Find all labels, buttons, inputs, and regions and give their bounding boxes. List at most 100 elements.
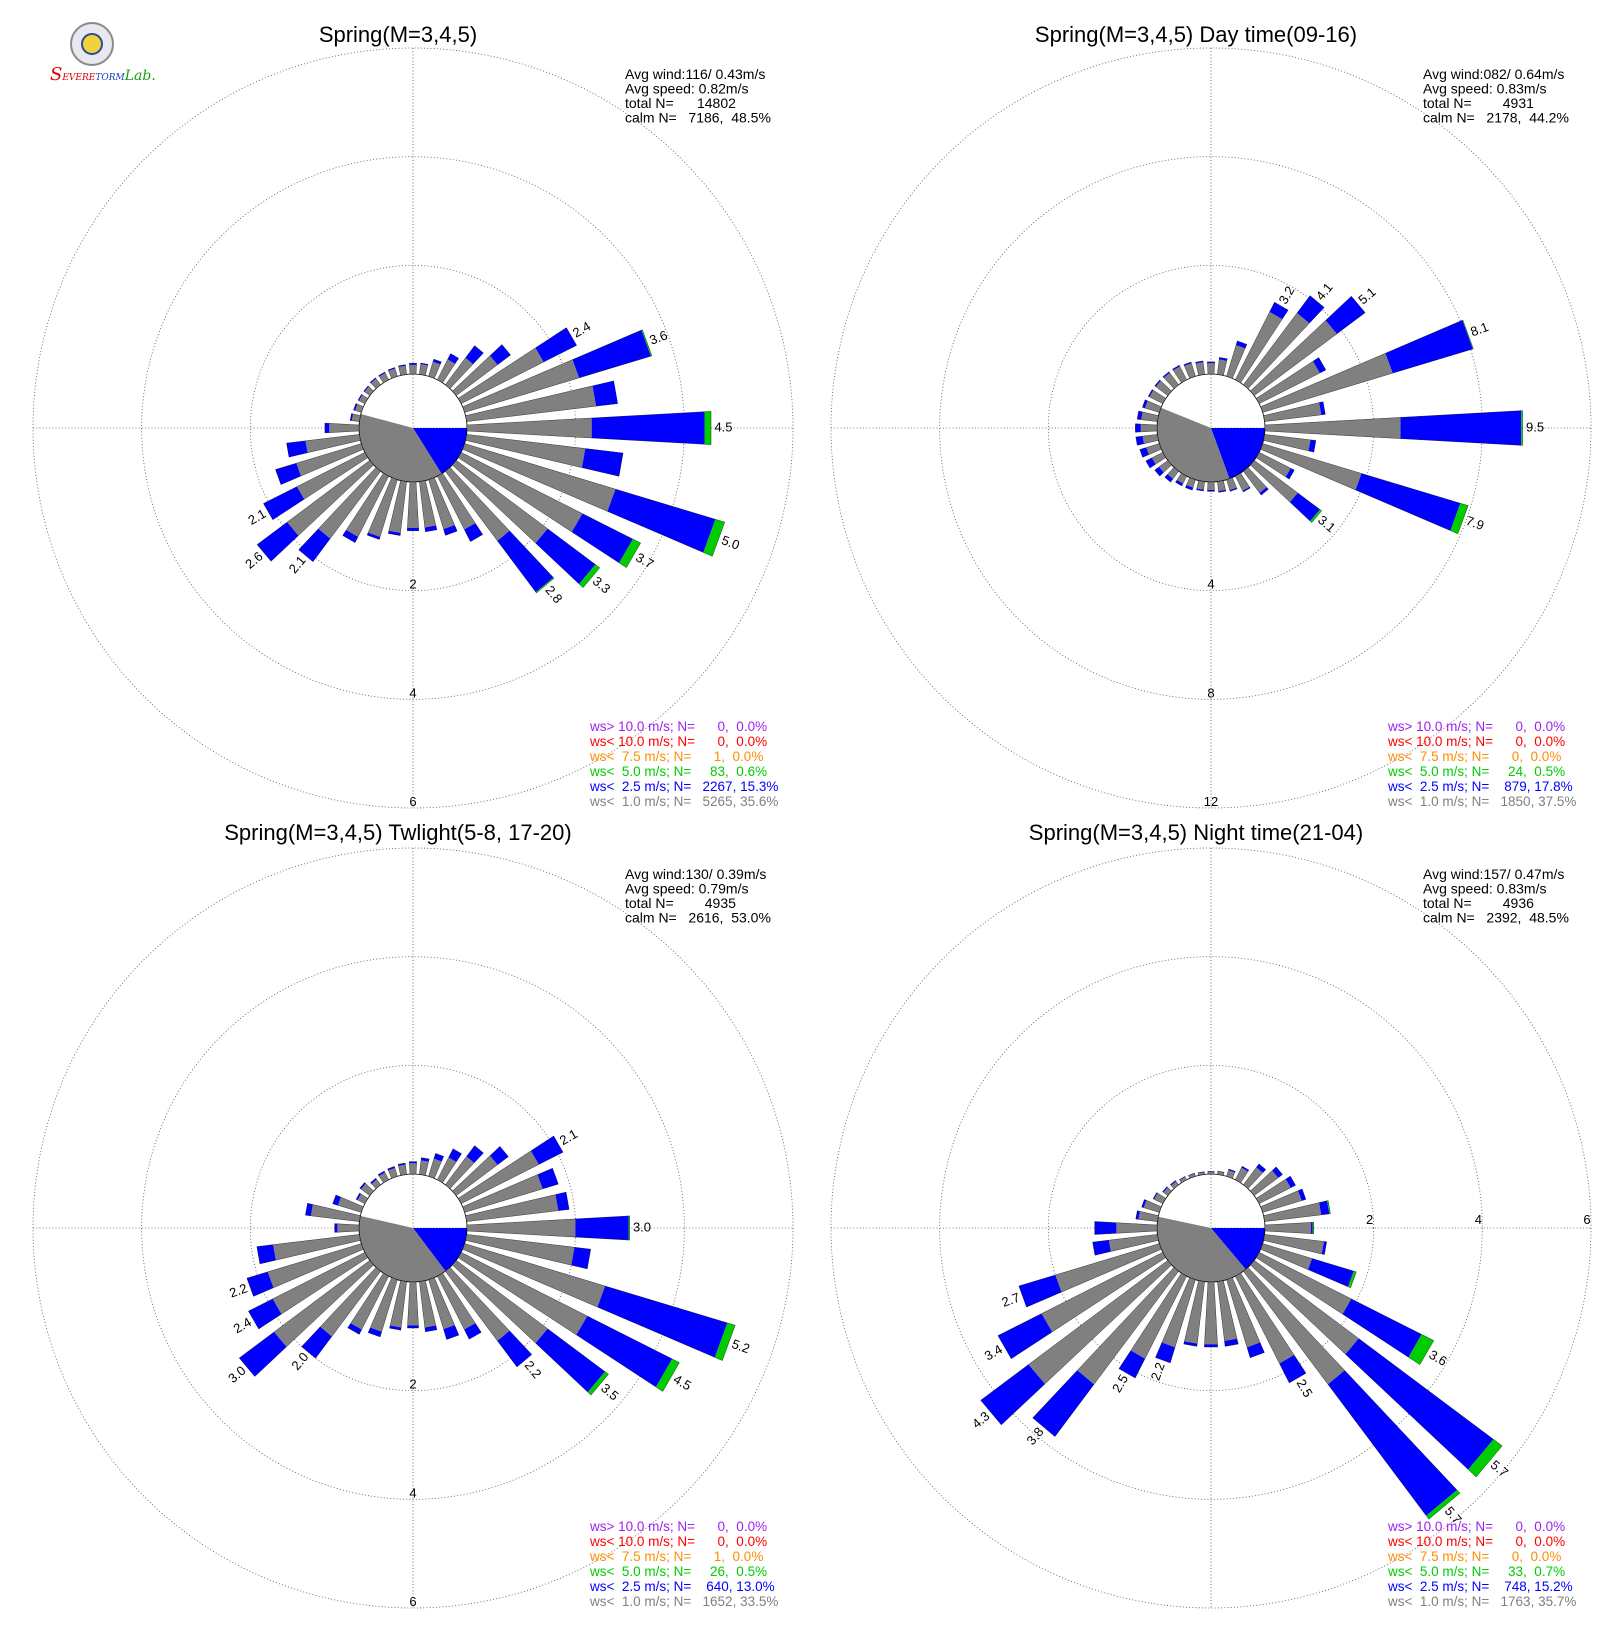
- bar-label-120: 3.6: [1427, 1347, 1450, 1369]
- bar-outline-180: [407, 1281, 419, 1329]
- bar-segment-180: [407, 528, 419, 531]
- bar-outline-200: [1155, 1277, 1196, 1364]
- bar-segment-330: [1173, 366, 1187, 383]
- bar-segment-130: [535, 528, 596, 584]
- bar-outline-320: [369, 377, 381, 389]
- bar-segment-160: [428, 477, 455, 530]
- bar-segment-50: [1272, 1166, 1283, 1178]
- stat-line: calm N= 2178, 44.2%: [1423, 110, 1569, 126]
- bar-outline-130: [452, 1260, 609, 1396]
- bar-segment-50: [489, 1146, 509, 1165]
- bar-segment-330: [1179, 1176, 1186, 1181]
- bar-outline-150: [1235, 472, 1251, 493]
- bar-outline-210: [1175, 472, 1187, 487]
- bar-segment-160: [428, 1277, 455, 1330]
- bar-segment-280: [310, 1204, 361, 1222]
- bar-segment-220: [1077, 1267, 1179, 1385]
- bar-segment-310: [361, 1183, 374, 1196]
- bar-segment-20: [433, 1153, 444, 1162]
- bar-segment-320: [370, 1178, 377, 1184]
- bar-outline-0: [1207, 1171, 1215, 1175]
- bar-outline-120: [1255, 1252, 1435, 1365]
- bar-segment-0: [1207, 1171, 1215, 1175]
- bar-segment-160: [1226, 1277, 1261, 1348]
- bar-outline-100: [1263, 434, 1317, 453]
- bar-outline-90: [1264, 410, 1523, 446]
- bar-segment-70: [1260, 1190, 1302, 1213]
- bar-outline-300: [355, 1192, 369, 1204]
- bar-outline-310: [1154, 379, 1172, 396]
- legend-entry: ws< 7.5 m/s; N= 1, 0.0%: [589, 749, 763, 764]
- bar-segment-260: [286, 440, 308, 458]
- ring-label: 2: [409, 1377, 416, 1392]
- bar-outline-30: [1235, 301, 1289, 384]
- bar-segment-50: [1250, 1170, 1279, 1196]
- bar-segment-10: [1217, 359, 1227, 376]
- bar-segment-0: [1207, 361, 1215, 364]
- calm-wedge: [359, 414, 442, 482]
- bar-segment-340: [1184, 363, 1196, 379]
- bar-label-220: 2.1: [286, 553, 309, 576]
- bar-outline-270: [1135, 423, 1158, 433]
- bar-segment-230: [1028, 1260, 1172, 1384]
- bar-segment-280: [350, 413, 354, 421]
- bar-outline-60: [457, 327, 577, 404]
- legend-entry: ws< 10.0 m/s; N= 0, 0.0%: [589, 734, 767, 749]
- bar-segment-240: [296, 452, 368, 500]
- stat-line: Avg wind:116/ 0.43m/s: [625, 66, 765, 82]
- legend-entry: ws< 1.0 m/s; N= 5265, 35.6%: [589, 794, 778, 809]
- bar-segment-60: [1285, 1176, 1296, 1188]
- bar-segment-60: [1313, 357, 1326, 374]
- bar-segment-50: [1250, 320, 1337, 396]
- bar-segment-20: [433, 359, 442, 365]
- bar-segment-270: [1094, 1221, 1117, 1235]
- bar-segment-80: [465, 385, 597, 422]
- bar-segment-230: [980, 1364, 1045, 1425]
- bar-outline-230: [256, 460, 374, 562]
- bar-segment-340: [387, 1166, 395, 1171]
- bar-label-70: 3.6: [647, 327, 669, 347]
- legend-entry: ws< 2.5 m/s; N= 879, 17.8%: [1387, 779, 1573, 794]
- bar-segment-310: [363, 385, 369, 392]
- legend-entry: ws< 1.0 m/s; N= 1850, 37.5%: [1387, 794, 1576, 809]
- bar-segment-140: [1243, 467, 1267, 493]
- calm-wedge: [1211, 428, 1265, 479]
- legend-entry: ws< 2.5 m/s; N= 640, 13.0%: [589, 1579, 775, 1594]
- bar-outline-300: [1148, 389, 1167, 404]
- bar-outline-100: [465, 434, 624, 477]
- bar-outline-140: [445, 467, 555, 594]
- bar-label-250: 2.7: [1000, 1290, 1022, 1310]
- bar-segment-80: [555, 1192, 570, 1211]
- bar-outline-10: [1217, 1170, 1225, 1176]
- bar-segment-140: [497, 530, 554, 593]
- severe-storm-lab-logo: SEVERETORMLab.: [50, 22, 156, 85]
- bar-outline-340: [387, 1166, 398, 1179]
- legend-entry: ws< 1.0 m/s; N= 1763, 35.7%: [1387, 1594, 1576, 1609]
- bar-segment-90: [1264, 417, 1401, 439]
- bar-label-240: 3.4: [982, 1341, 1005, 1363]
- bar-label-60: 2.4: [570, 318, 593, 340]
- bar-outline-260: [256, 1234, 361, 1265]
- bar-outline-340: [1183, 361, 1196, 379]
- bar-segment-100: [581, 448, 624, 477]
- bar-segment-220: [298, 528, 331, 562]
- bar-outline-90: [466, 1215, 630, 1241]
- bar-outline-30: [1235, 1165, 1250, 1184]
- bar-segment-150: [1235, 1273, 1295, 1364]
- bar-segment-70: [1298, 1188, 1306, 1201]
- bar-outline-130: [1250, 1260, 1503, 1478]
- bar-label-70: 8.1: [1468, 319, 1490, 339]
- bar-segment-90: [1311, 1222, 1313, 1234]
- bar-label-230: 2.6: [242, 549, 265, 572]
- stat-line: total N= 14802: [625, 95, 736, 111]
- bar-outline-100: [1263, 1234, 1327, 1255]
- stat-line: Avg speed: 0.83m/s: [1423, 81, 1546, 97]
- bar-label-240: 2.1: [245, 506, 268, 528]
- bar-segment-120: [1342, 1298, 1422, 1358]
- bar-segment-100: [465, 434, 586, 468]
- bar-outline-50: [1250, 295, 1366, 396]
- legend-entry: ws> 10.0 m/s; N= 0, 0.0%: [1387, 1519, 1565, 1534]
- chart-title: Spring(M=3,4,5) Twlight(5-8, 17-20): [224, 820, 571, 845]
- bar-outline-20: [428, 1153, 444, 1179]
